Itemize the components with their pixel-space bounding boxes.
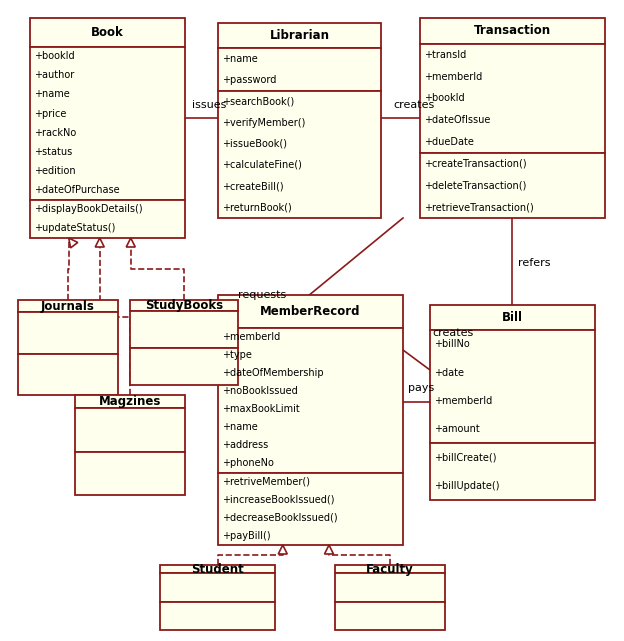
Polygon shape bbox=[278, 545, 287, 554]
Text: +billNo: +billNo bbox=[434, 340, 470, 349]
Bar bbox=[430, 444, 595, 500]
Text: requests: requests bbox=[238, 290, 286, 300]
Text: +maxBookLimit: +maxBookLimit bbox=[222, 404, 300, 414]
Text: +name: +name bbox=[222, 422, 258, 432]
Text: pays: pays bbox=[408, 383, 434, 393]
Text: +status: +status bbox=[34, 147, 72, 157]
Text: Book: Book bbox=[91, 26, 124, 39]
Text: +createTransaction(): +createTransaction() bbox=[424, 158, 527, 169]
Bar bbox=[75, 408, 185, 451]
Text: creates: creates bbox=[393, 100, 434, 110]
Text: +billUpdate(): +billUpdate() bbox=[434, 481, 499, 491]
Text: +payBill(): +payBill() bbox=[222, 531, 271, 541]
Bar bbox=[75, 451, 185, 495]
Bar bbox=[420, 44, 605, 153]
Text: Transaction: Transaction bbox=[474, 24, 551, 38]
Text: Librarian: Librarian bbox=[270, 29, 329, 42]
Bar bbox=[335, 574, 445, 602]
Bar bbox=[130, 348, 238, 385]
Bar bbox=[130, 311, 238, 348]
Text: +amount: +amount bbox=[434, 424, 480, 435]
Text: +edition: +edition bbox=[34, 166, 76, 176]
Bar bbox=[130, 300, 238, 311]
Text: +createBill(): +createBill() bbox=[222, 181, 284, 191]
Text: +dateOfIssue: +dateOfIssue bbox=[424, 115, 490, 125]
Bar bbox=[75, 395, 185, 408]
Text: +memberId: +memberId bbox=[434, 396, 492, 406]
Bar bbox=[160, 574, 275, 602]
Text: +retrieveTransaction(): +retrieveTransaction() bbox=[424, 202, 534, 212]
Text: +noBookIssued: +noBookIssued bbox=[222, 386, 298, 396]
Text: Magzines: Magzines bbox=[99, 395, 161, 408]
Bar bbox=[218, 472, 403, 545]
Text: StudyBooks: StudyBooks bbox=[145, 299, 223, 312]
Text: Journals: Journals bbox=[41, 300, 95, 313]
Text: +author: +author bbox=[34, 71, 74, 80]
Text: +type: +type bbox=[222, 350, 252, 360]
Bar bbox=[18, 312, 118, 354]
Text: +date: +date bbox=[434, 368, 464, 378]
Text: +dueDate: +dueDate bbox=[424, 137, 474, 147]
Bar bbox=[218, 23, 381, 48]
Text: +updateStatus(): +updateStatus() bbox=[34, 224, 115, 233]
Bar bbox=[430, 330, 595, 444]
Text: +deleteTransaction(): +deleteTransaction() bbox=[424, 180, 527, 190]
Bar bbox=[30, 47, 185, 200]
Polygon shape bbox=[69, 238, 78, 248]
Text: Student: Student bbox=[191, 563, 244, 576]
Text: +bookId: +bookId bbox=[424, 94, 465, 103]
Bar bbox=[335, 602, 445, 630]
Text: creates: creates bbox=[432, 328, 473, 338]
Text: +bookId: +bookId bbox=[34, 51, 75, 61]
Text: +phoneNo: +phoneNo bbox=[222, 458, 274, 469]
Bar bbox=[18, 300, 118, 312]
Bar bbox=[335, 565, 445, 574]
Text: Bill: Bill bbox=[502, 311, 523, 324]
Text: +returnBook(): +returnBook() bbox=[222, 203, 292, 212]
Bar bbox=[30, 200, 185, 238]
Bar bbox=[218, 328, 403, 472]
Text: +issueBook(): +issueBook() bbox=[222, 139, 287, 149]
Polygon shape bbox=[126, 238, 135, 247]
Bar bbox=[218, 295, 403, 328]
Bar bbox=[420, 153, 605, 218]
Text: +name: +name bbox=[34, 90, 70, 99]
Bar bbox=[18, 354, 118, 395]
Text: issues: issues bbox=[192, 100, 227, 110]
Bar bbox=[160, 565, 275, 574]
Bar bbox=[30, 18, 185, 47]
Polygon shape bbox=[95, 238, 104, 247]
Text: +dateOfPurchase: +dateOfPurchase bbox=[34, 185, 120, 195]
Text: +verifyMember(): +verifyMember() bbox=[222, 117, 305, 128]
Text: +transId: +transId bbox=[424, 50, 466, 60]
Text: +memberId: +memberId bbox=[222, 331, 280, 342]
Text: refers: refers bbox=[518, 258, 550, 268]
Text: +retriveMember(): +retriveMember() bbox=[222, 476, 310, 487]
Text: +decreaseBookIssued(): +decreaseBookIssued() bbox=[222, 513, 338, 523]
Text: +memberId: +memberId bbox=[424, 72, 482, 81]
Text: +address: +address bbox=[222, 440, 268, 451]
Text: +name: +name bbox=[222, 54, 258, 64]
Bar bbox=[430, 305, 595, 330]
Text: +billCreate(): +billCreate() bbox=[434, 453, 497, 463]
Bar bbox=[218, 91, 381, 218]
Text: +increaseBookIssued(): +increaseBookIssued() bbox=[222, 495, 334, 504]
Text: Faculty: Faculty bbox=[366, 563, 414, 576]
Text: +price: +price bbox=[34, 108, 66, 119]
Bar bbox=[160, 602, 275, 630]
Text: +calculateFine(): +calculateFine() bbox=[222, 160, 302, 170]
Polygon shape bbox=[324, 545, 333, 554]
Text: +displayBookDetails(): +displayBookDetails() bbox=[34, 204, 143, 214]
Text: +password: +password bbox=[222, 75, 276, 85]
Bar bbox=[218, 48, 381, 91]
Text: +dateOfMembership: +dateOfMembership bbox=[222, 368, 324, 378]
Bar bbox=[420, 18, 605, 44]
Text: +rackNo: +rackNo bbox=[34, 128, 76, 138]
Text: MemberRecord: MemberRecord bbox=[260, 304, 361, 318]
Text: +searchBook(): +searchBook() bbox=[222, 96, 295, 106]
